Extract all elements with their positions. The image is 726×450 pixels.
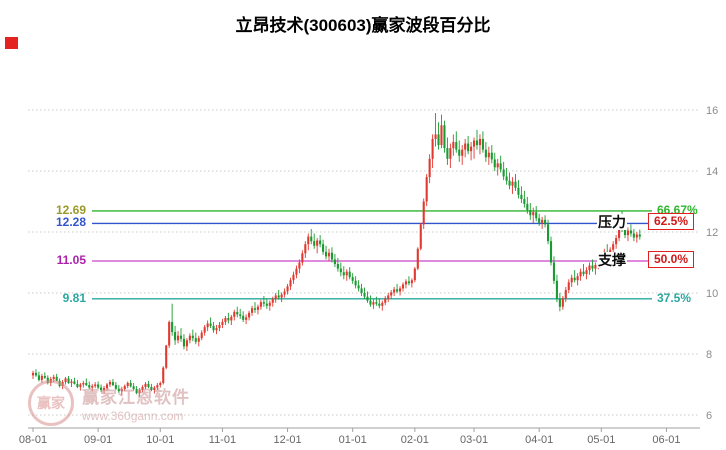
- svg-text:06-01: 06-01: [652, 434, 680, 446]
- resistance-label: 压力: [597, 214, 627, 231]
- watermark-brand: 赢家江恩软件: [82, 388, 190, 407]
- watermark: 赢家 赢家江恩软件 www.360gann.com: [28, 380, 190, 426]
- watermark-url: www.360gann.com: [82, 409, 184, 423]
- svg-text:05-01: 05-01: [587, 434, 615, 446]
- svg-text:02-01: 02-01: [401, 434, 429, 446]
- level-price-50-0: 11.05: [56, 252, 86, 267]
- svg-text:12: 12: [706, 227, 718, 239]
- level-percent-50-0: 50.0%: [648, 250, 695, 268]
- level-price-37-5: 9.81: [62, 290, 86, 305]
- svg-text:6: 6: [706, 410, 712, 422]
- svg-text:08-01: 08-01: [19, 434, 47, 446]
- support-label: 支撑: [597, 251, 627, 268]
- svg-text:03-01: 03-01: [460, 434, 488, 446]
- brand-logo-text: 赢家: [37, 395, 65, 411]
- level-percent-37-5: 37.5%: [657, 290, 692, 305]
- svg-text:10: 10: [706, 288, 718, 300]
- level-price-62-5: 12.28: [55, 215, 86, 230]
- watermark-text: 赢家江恩软件 www.360gann.com: [82, 383, 190, 423]
- svg-text:16: 16: [706, 105, 718, 117]
- svg-text:11-01: 11-01: [209, 434, 236, 446]
- svg-text:12-01: 12-01: [273, 434, 301, 446]
- level-percent-62-5: 62.5%: [648, 213, 695, 231]
- svg-text:09-01: 09-01: [84, 434, 112, 446]
- svg-text:04-01: 04-01: [525, 434, 553, 446]
- chart-title: 立昂技术(300603)赢家波段百分比: [235, 16, 491, 35]
- svg-text:01-01: 01-01: [339, 434, 367, 446]
- level-price-66-67: 12.69: [55, 202, 86, 217]
- app-marker: [5, 37, 18, 49]
- svg-text:14: 14: [706, 166, 718, 178]
- brand-logo-icon: 赢家: [28, 380, 74, 426]
- svg-text:8: 8: [706, 349, 712, 361]
- svg-text:10-01: 10-01: [146, 434, 174, 446]
